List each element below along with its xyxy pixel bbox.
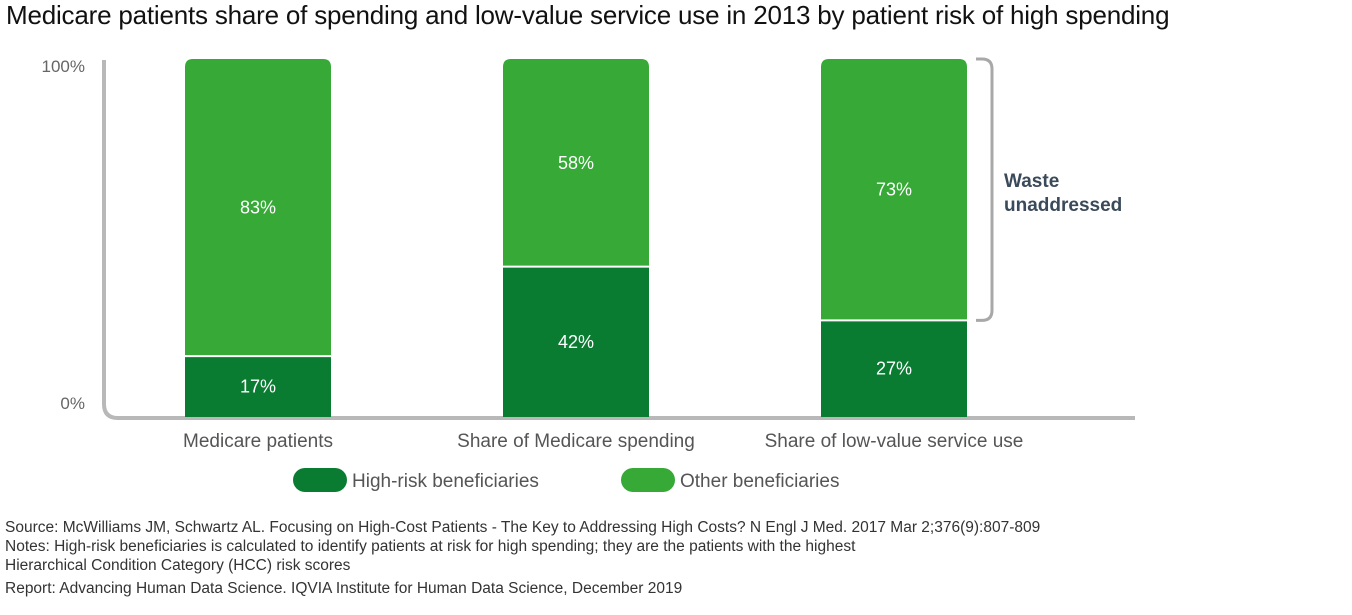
data-label: 42% [558,332,594,352]
legend-swatch [293,468,347,492]
data-label: 17% [240,377,276,397]
bar-segment [821,59,967,321]
chart-title: Medicare patients share of spending and … [6,0,1170,30]
report-note: Report: Advancing Human Data Science. IQ… [5,580,683,597]
legend-label: High-risk beneficiaries [352,471,539,492]
y-tick-label: 100% [42,57,85,76]
bar-segment [185,59,331,357]
x-tick-label: Medicare patients [183,431,333,452]
bar-segment [821,320,967,417]
annotation: Waste unaddressed [976,57,1122,322]
bar-segment [185,356,331,417]
y-tick-label: 0% [60,394,85,413]
data-label: 58% [558,153,594,173]
y-axis-ticks: 0% 100% [42,57,85,413]
bars: 17% 83% 42% 58% 27% 73% [185,59,967,417]
bar-segment [503,266,649,417]
notes-line-2: Hierarchical Condition Category (HCC) ri… [5,557,351,574]
legend: High-risk beneficiaries Other beneficiari… [293,468,839,492]
source-note: Source: McWilliams JM, Schwartz AL. Focu… [5,519,1041,536]
footer: Source: McWilliams JM, Schwartz AL. Focu… [5,518,1040,598]
chart-axes [102,60,1135,420]
annotation-text: unaddressed [1004,195,1122,216]
annotation-bracket [976,57,994,322]
legend-label: Other beneficiaries [680,471,839,492]
data-label: 73% [876,180,912,200]
stacked-bar-chart: 0% 100% 17% 83% 42% 58% 27% 73% Medicare patie… [42,57,1135,492]
bar-segment [503,59,649,267]
x-axis-labels: Medicare patients Share of Medicare spend… [183,431,1023,452]
legend-swatch [621,468,675,492]
annotation-text: Waste [1004,171,1059,192]
data-label: 83% [240,198,276,218]
x-tick-label: Share of low-value service use [765,431,1024,452]
notes-line-1: Notes: High-risk beneficiaries is calcul… [5,538,856,555]
data-label: 27% [876,359,912,379]
x-tick-label: Share of Medicare spending [457,431,695,452]
